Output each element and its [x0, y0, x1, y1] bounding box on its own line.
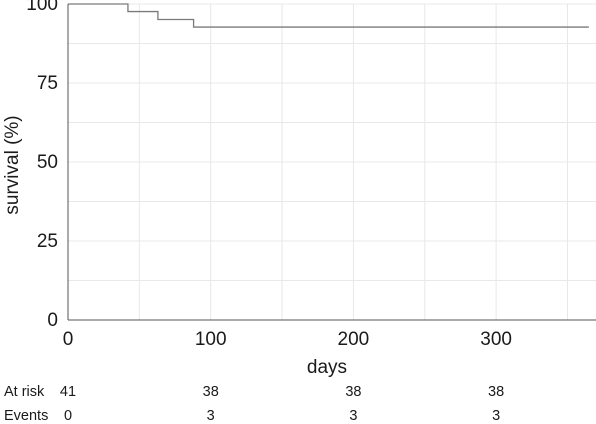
y-tick-label: 25 — [37, 231, 58, 252]
risk-table-cell: 3 — [207, 408, 215, 424]
y-tick-label: 100 — [26, 0, 58, 15]
risk-table-cell: 38 — [488, 384, 504, 400]
risk-table-cell: 38 — [203, 384, 219, 400]
x-tick-label: 200 — [338, 329, 370, 350]
y-axis-label: survival (%) — [2, 115, 23, 214]
risk-table-cell: 41 — [60, 384, 76, 400]
risk-table-cell: 38 — [345, 384, 361, 400]
risk-table-cell: 3 — [492, 408, 500, 424]
x-tick-label: 100 — [195, 329, 227, 350]
risk-row-label: Events — [4, 408, 48, 424]
y-tick-label: 75 — [37, 73, 58, 94]
risk-table: At risk 41 38 38 38 Events 0 3 3 3 — [4, 384, 504, 424]
plot-area — [67, 3, 596, 321]
risk-row-label: At risk — [4, 384, 45, 400]
series-layer — [68, 3, 589, 28]
risk-table-cell: 0 — [64, 408, 72, 424]
grid-lines — [68, 3, 596, 320]
x-tick-label: 0 — [63, 329, 74, 350]
y-tick-label: 50 — [37, 152, 58, 173]
x-tick-label: 300 — [480, 329, 512, 350]
x-tick-labels: 0 100 200 300 — [63, 329, 512, 350]
risk-table-cell: 3 — [349, 408, 357, 424]
x-axis-label: days — [307, 357, 347, 378]
y-tick-labels: 0 25 50 75 100 — [26, 0, 58, 331]
y-tick-label: 0 — [47, 310, 58, 331]
survival-step-line — [68, 3, 589, 28]
